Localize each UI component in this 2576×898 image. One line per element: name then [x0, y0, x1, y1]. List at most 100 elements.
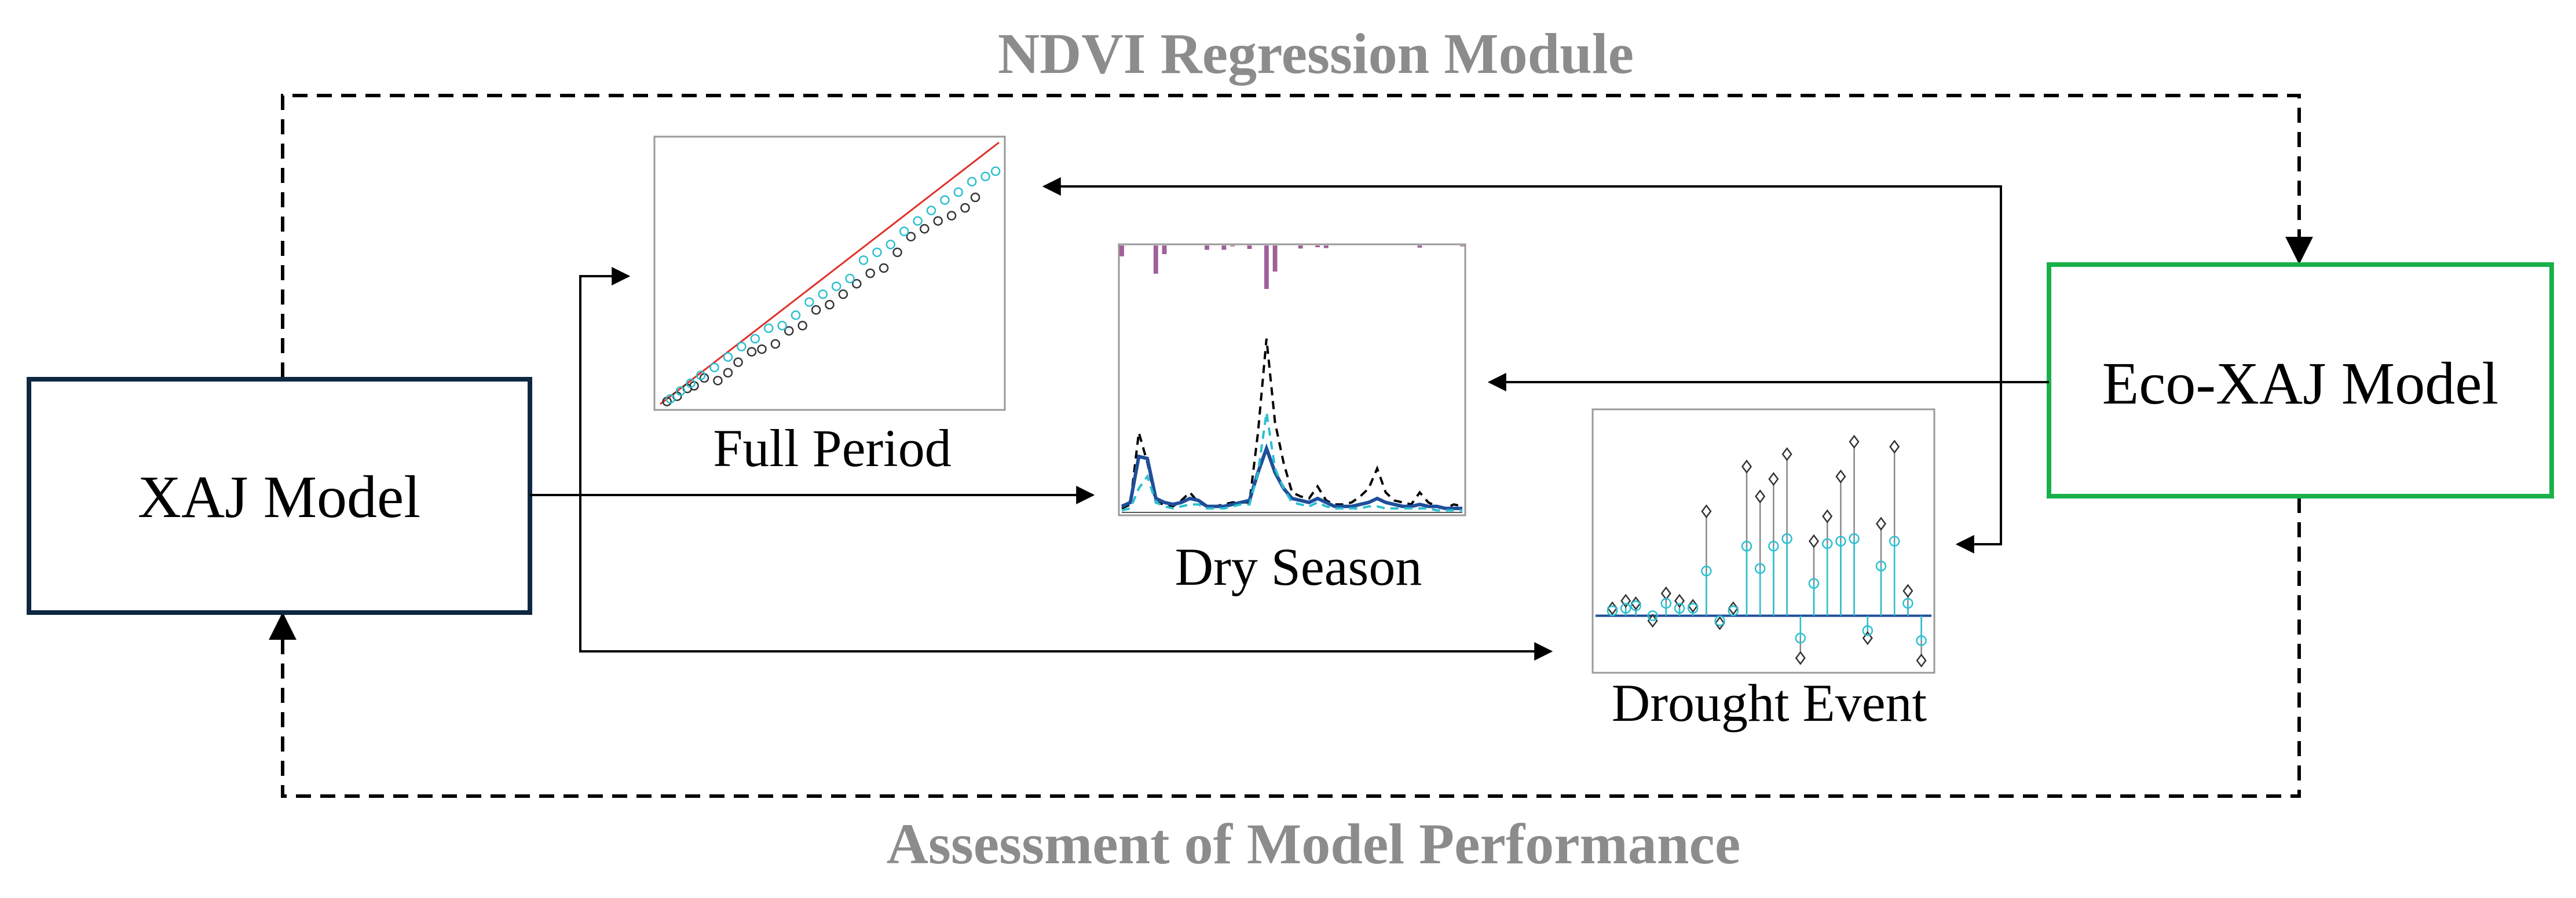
- scatter-point-xaj: [892, 247, 902, 258]
- scatter-point-xaj: [933, 216, 943, 226]
- ndvi-dashed-connector: [281, 94, 2313, 377]
- marker-diamond-xaj: [1822, 509, 1833, 523]
- marker-diamond-xaj: [1795, 651, 1806, 665]
- scatter-point-xaj: [865, 268, 875, 278]
- scatter-point-eco-xaj: [686, 378, 696, 388]
- marker-diamond-xaj: [1889, 439, 1900, 454]
- scatter-point-xaj: [747, 347, 757, 357]
- marker-circle-eco-xaj: [1714, 615, 1725, 626]
- marker-diamond-xaj: [1741, 459, 1752, 474]
- scatter-point-eco-xaj: [665, 394, 675, 404]
- marker-diamond-xaj: [1849, 434, 1860, 449]
- precip-bar: [1162, 245, 1167, 254]
- series-line-xaj: [1121, 443, 1462, 511]
- scatter-point-xaj: [713, 376, 723, 386]
- scatter-point-xaj: [825, 299, 835, 310]
- marker-circle-eco-xaj: [1741, 541, 1752, 552]
- marker-circle-eco-xaj: [1795, 632, 1806, 644]
- scatter-point-eco-xaj: [804, 297, 814, 307]
- eco-xaj-model-box[interactable]: Eco-XAJ Model: [2047, 262, 2554, 499]
- drought-event-caption: Drought Event: [1612, 673, 1927, 732]
- scatter-point-eco-xaj: [709, 362, 719, 372]
- scatter-point-eco-xaj: [791, 310, 801, 320]
- marker-circle-eco-xaj: [1835, 536, 1846, 547]
- drought-event-chart: [1591, 408, 1935, 674]
- precip-bar: [1298, 245, 1303, 249]
- scatter-point-xaj: [811, 305, 821, 315]
- scatter-point-xaj: [838, 289, 848, 299]
- marker-circle-eco-xaj: [1916, 635, 1927, 646]
- scatter-point-xaj: [960, 203, 970, 213]
- xaj-model-label: XAJ Model: [138, 464, 420, 530]
- scatter-point-eco-xaj: [750, 333, 760, 344]
- scatter-point-eco-xaj: [899, 226, 909, 236]
- precip-bar: [1153, 245, 1158, 274]
- marker-circle-eco-xaj: [1728, 605, 1739, 617]
- scatter-point-eco-xaj: [675, 386, 686, 396]
- scatter-point-eco-xaj: [872, 247, 882, 258]
- scatter-point-xaj: [797, 321, 807, 331]
- precip-bar: [1221, 245, 1227, 250]
- series-line-eco-xaj: [1121, 412, 1462, 512]
- marker-circle-eco-xaj: [1620, 603, 1631, 614]
- scatter-point-eco-xaj: [940, 195, 950, 205]
- marker-circle-eco-xaj: [1674, 603, 1685, 614]
- marker-circle-eco-xaj: [1754, 563, 1766, 574]
- scatter-point-xaj: [879, 263, 889, 273]
- marker-circle-eco-xaj: [1889, 536, 1900, 547]
- dry-season-caption: Dry Season: [1175, 537, 1422, 596]
- marker-circle-eco-xaj: [1862, 625, 1874, 636]
- dry-season-chart: [1118, 243, 1466, 516]
- marker-diamond-xaj: [1781, 447, 1792, 461]
- reference-line: [660, 141, 1000, 405]
- scatter-point-eco-xaj: [980, 171, 990, 182]
- marker-diamond-xaj: [1701, 504, 1712, 519]
- marker-circle-eco-xaj: [1701, 565, 1712, 577]
- scatter-point-eco-xaj: [818, 289, 828, 299]
- marker-circle-eco-xaj: [1875, 560, 1887, 571]
- scatter-point-eco-xaj: [763, 323, 774, 333]
- marker-diamond-xaj: [1875, 516, 1887, 531]
- xaj-model-box[interactable]: XAJ Model: [27, 377, 532, 615]
- precip-bar: [1264, 245, 1269, 289]
- scatter-point-eco-xaj: [845, 273, 855, 284]
- scatter-point-eco-xaj: [990, 166, 1001, 176]
- scatter-point-xaj: [770, 339, 781, 349]
- marker-circle-eco-xaj: [1902, 598, 1913, 609]
- precip-bar: [1323, 245, 1329, 248]
- scatter-point-eco-xaj: [777, 321, 787, 331]
- marker-diamond-xaj: [1902, 584, 1913, 598]
- marker-diamond-xaj: [1835, 469, 1846, 484]
- precip-bar: [1119, 245, 1124, 256]
- marker-circle-eco-xaj: [1660, 598, 1672, 609]
- scatter-point-xaj: [946, 211, 957, 221]
- precip-bar: [1460, 245, 1465, 247]
- precip-bar: [1272, 245, 1278, 272]
- xaj-to-full-period-arrow: [530, 267, 631, 496]
- marker-diamond-xaj: [1916, 653, 1927, 668]
- scatter-point-eco-xaj: [967, 177, 977, 187]
- scatter-point-eco-xaj: [696, 371, 706, 380]
- marker-diamond-xaj: [1714, 616, 1725, 631]
- marker-circle-eco-xaj: [1768, 541, 1779, 552]
- marker-circle-eco-xaj: [1821, 538, 1833, 549]
- scatter-point-eco-xaj: [737, 342, 747, 351]
- scatter-point-eco-xaj: [723, 352, 733, 362]
- precip-bar: [1205, 245, 1209, 250]
- eco-to-drought-event-arrow: [1955, 382, 2002, 554]
- full-period-chart: [653, 135, 1006, 411]
- assessment-dashed-connector: [269, 498, 2301, 798]
- eco-xaj-model-label: Eco-XAJ Model: [2102, 350, 2499, 417]
- marker-diamond-xaj: [1808, 534, 1820, 548]
- scatter-point-xaj: [970, 192, 980, 203]
- scatter-point-eco-xaj: [953, 187, 964, 197]
- scatter-point-eco-xaj: [913, 216, 923, 226]
- scatter-point-xaj: [784, 326, 794, 336]
- scatter-point-xaj: [733, 357, 743, 367]
- marker-circle-eco-xaj: [1647, 610, 1658, 621]
- scatter-point-xaj: [852, 278, 862, 289]
- marker-diamond-xaj: [1768, 472, 1779, 486]
- scatter-point-xaj: [723, 368, 733, 378]
- precip-bar: [1417, 245, 1422, 248]
